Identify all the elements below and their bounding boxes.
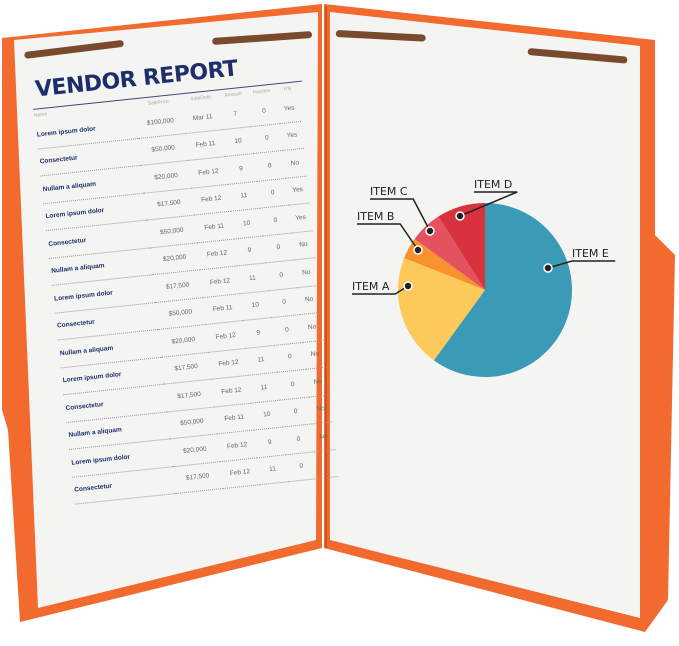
table-cell: 0 (265, 259, 298, 291)
leader-line (370, 198, 431, 232)
pie-slice-item-e (433, 203, 572, 377)
table-cell: Feb 12 (188, 156, 229, 188)
pie-label: ITEM A (352, 280, 390, 293)
table-cell: 0 (248, 96, 281, 127)
leader-line (352, 285, 409, 295)
table-cell: No (306, 367, 330, 397)
leader-line (547, 260, 616, 269)
table-cell: 9 (225, 153, 257, 184)
vendor-report: VENDOR REPORT Name SalePrice SaleDate Amoun… (30, 50, 343, 505)
leader-dot (543, 263, 553, 273)
table-cell: Feb 12 (191, 183, 232, 216)
table-cell: 11 (248, 372, 280, 403)
table-cell: 10 (222, 126, 254, 157)
pie-label: ITEM D (474, 178, 512, 191)
leader-line (357, 223, 419, 251)
pie-chart: ITEM E ITEM A ITEM B ITEM C ITEM D (352, 178, 616, 377)
table-cell: 10 (239, 290, 271, 321)
pie-slice-item-b (404, 238, 485, 290)
table-cell: 9 (233, 235, 266, 266)
fastener-icon (24, 40, 124, 59)
left-paper (14, 12, 318, 608)
table-cell: 0 (250, 123, 284, 154)
table-cell: 0 (282, 423, 315, 455)
pie-label: ITEM C (370, 185, 408, 198)
table-cell: 0 (279, 396, 312, 428)
table-cell: 11 (228, 180, 260, 212)
table-cell: 11 (256, 454, 289, 485)
table-cell: 0 (259, 205, 292, 236)
table-cell: Mar 11 (182, 102, 223, 134)
table-cell: No (311, 421, 336, 452)
table-cell: Yes (288, 202, 313, 233)
leader-dot (425, 226, 435, 236)
leader-dot (403, 281, 413, 291)
fastener-icon (527, 48, 628, 64)
table-cell: 0 (268, 287, 301, 318)
table-cell: Yes (285, 175, 310, 206)
table-cell: No (308, 394, 333, 424)
table-cell: 0 (276, 369, 309, 400)
table-cell (314, 449, 339, 479)
table-cell: No (294, 257, 319, 288)
table-cell: 0 (273, 341, 307, 373)
fastener-icon (335, 30, 426, 42)
table-cell: Feb 12 (197, 238, 237, 270)
table-cell: 11 (245, 344, 277, 376)
pie-slice-item-d (438, 203, 485, 290)
leader-line (459, 191, 518, 217)
table-cell: Feb 12 (211, 375, 252, 407)
table-cell: 0 (270, 314, 304, 345)
table-cell: 10 (231, 208, 263, 239)
table-cell: Feb 12 (208, 347, 249, 380)
fastener-icon (212, 31, 313, 45)
table-cell: Feb 11 (203, 293, 243, 325)
table-cell: No (303, 339, 327, 370)
pie-label: ITEM E (572, 247, 609, 260)
table-cell: No (300, 312, 324, 342)
table-cell: $17,500 (172, 461, 224, 494)
table-cell: 7 (219, 99, 251, 130)
table-cell: Feb 12 (220, 457, 260, 489)
pie-slice-item-a (397, 257, 485, 361)
table-cell: Yes (280, 120, 304, 151)
table-cell: 0 (285, 451, 318, 482)
table-cell: No (291, 230, 316, 260)
table-cell: 11 (236, 262, 269, 294)
table-cell: 0 (253, 150, 286, 181)
table-cell: Feb 12 (200, 265, 240, 298)
table-cell: 0 (256, 177, 289, 209)
table-cell: 9 (242, 317, 274, 348)
table-cell: Feb 11 (185, 129, 226, 161)
table-cell: Feb 11 (194, 211, 234, 243)
table-cell: Feb 12 (217, 430, 257, 462)
table-cell: No (283, 148, 307, 178)
fasteners (24, 30, 628, 64)
table-cell: No (297, 285, 322, 315)
table-cell: 10 (251, 399, 283, 431)
table-cell: Yes (277, 94, 301, 124)
table-cell: 0 (262, 232, 295, 263)
table-cell: Feb 11 (214, 402, 255, 434)
pie-label: ITEM B (357, 210, 394, 223)
leader-dot (455, 211, 465, 221)
leader-dot (413, 245, 423, 255)
table-cell: Feb 12 (205, 320, 246, 352)
report-table: Name SalePrice SaleDate Amount Number Y/N Lor… (33, 82, 339, 505)
table-cell: 9 (254, 427, 286, 458)
